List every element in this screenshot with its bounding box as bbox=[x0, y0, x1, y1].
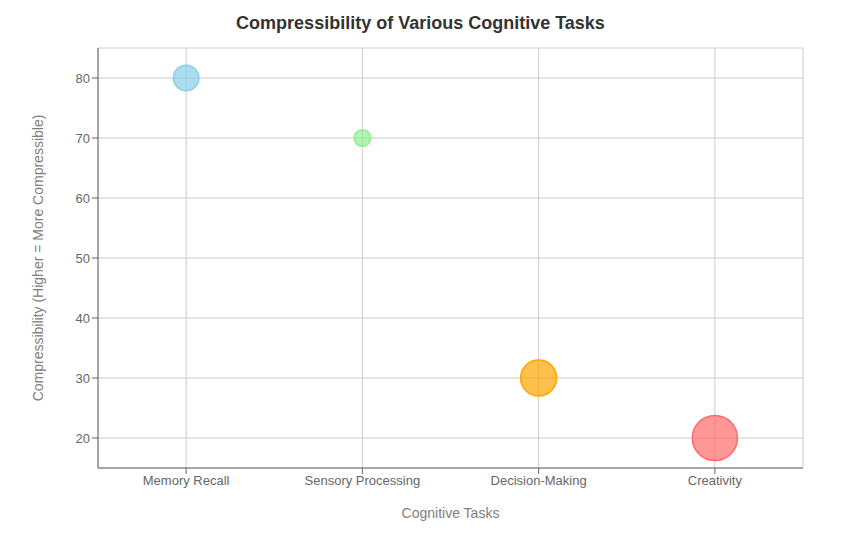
svg-text:Memory Recall: Memory Recall bbox=[143, 473, 230, 488]
svg-text:Cognitive Tasks: Cognitive Tasks bbox=[402, 505, 500, 521]
svg-text:20: 20 bbox=[76, 431, 90, 446]
svg-text:60: 60 bbox=[76, 191, 90, 206]
svg-text:70: 70 bbox=[76, 131, 90, 146]
svg-text:40: 40 bbox=[76, 311, 90, 326]
svg-text:30: 30 bbox=[76, 371, 90, 386]
svg-text:Compressibility (Higher = More: Compressibility (Higher = More Compressi… bbox=[30, 115, 46, 402]
svg-text:Creativity: Creativity bbox=[688, 473, 743, 488]
svg-text:80: 80 bbox=[76, 71, 90, 86]
svg-text:Sensory Processing: Sensory Processing bbox=[305, 473, 421, 488]
html-text:Compressibility of Various Cog: Compressibility of Various Cognitive Tas… bbox=[236, 13, 605, 33]
svg-text:50: 50 bbox=[76, 251, 90, 266]
svg-text:Decision-Making: Decision-Making bbox=[491, 473, 587, 488]
